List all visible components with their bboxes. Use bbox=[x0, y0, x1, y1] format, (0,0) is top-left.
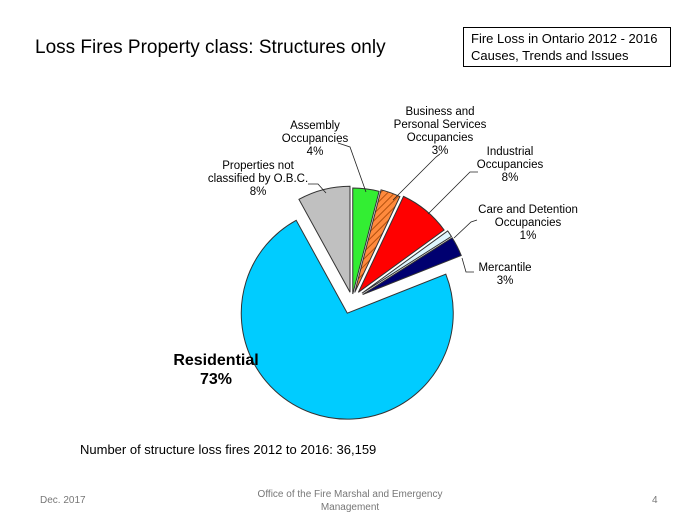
label-care: Care and Detention Occupancies 1% bbox=[478, 204, 578, 243]
footer-page-number: 4 bbox=[652, 495, 658, 506]
label-line: Assembly bbox=[290, 120, 340, 132]
label-line: classified by O.B.C. bbox=[207, 173, 309, 185]
footer-org-line1: Office of the Fire Marshal and Emergency bbox=[257, 489, 443, 500]
label-business: Business and Personal Services Occupanci… bbox=[394, 106, 487, 158]
header-box-line1: Fire Loss in Ontario 2012 - 2016 bbox=[471, 31, 658, 46]
leader-line-care bbox=[453, 219, 478, 239]
label-line: Business and bbox=[405, 106, 475, 118]
leader-line-properties-not-classified bbox=[308, 183, 327, 194]
pie-slice-assembly-occupancies bbox=[352, 187, 380, 295]
label-percent: 8% bbox=[501, 172, 519, 184]
slide-title: Loss Fires Property class: Structures on… bbox=[35, 37, 386, 58]
label-percent: 4% bbox=[306, 146, 324, 158]
leader-line-assembly bbox=[337, 142, 367, 193]
label-percent: 8% bbox=[249, 186, 267, 198]
label-line: Personal Services bbox=[393, 119, 487, 131]
leader-line-business bbox=[392, 153, 441, 201]
label-line: Occupancies bbox=[476, 159, 544, 171]
label-mercantile: Mercantile 3% bbox=[478, 262, 531, 288]
pie-slice-industrial-occupancies bbox=[357, 195, 445, 293]
label-properties-not-classified: Properties not classified by O.B.C. 8% bbox=[208, 160, 308, 199]
label-line: Industrial bbox=[486, 146, 534, 158]
pie-slice-care-and-detention-occupancies bbox=[361, 230, 453, 294]
label-industrial: Industrial Occupancies 8% bbox=[477, 146, 543, 185]
footer-date: Dec. 2017 bbox=[40, 495, 86, 506]
label-line: Care and Detention bbox=[478, 204, 578, 216]
header-box: Fire Loss in Ontario 2012 - 2016 Causes,… bbox=[463, 27, 671, 67]
label-percent: 1% bbox=[519, 230, 537, 242]
label-assembly: Assembly Occupancies 4% bbox=[282, 120, 348, 159]
total-fires-note: Number of structure loss fires 2012 to 2… bbox=[80, 442, 377, 457]
pie-slice-properties-not-classified-by-o-b-c bbox=[298, 185, 351, 293]
header-box-line2: Causes, Trends and Issues bbox=[471, 48, 629, 63]
pie-slice-mercantile bbox=[362, 237, 462, 296]
footer-organization: Office of the Fire Marshal and Emergency… bbox=[220, 488, 480, 514]
label-percent: 73% bbox=[199, 371, 233, 388]
pie-slice-business-and-personal-services-occupancies bbox=[354, 189, 401, 293]
label-line: Residential bbox=[173, 352, 259, 369]
label-residential: Residential 73% bbox=[173, 351, 258, 389]
label-line: Occupancies bbox=[406, 132, 474, 144]
label-line: Mercantile bbox=[478, 262, 532, 274]
footer-org-line2: Management bbox=[320, 502, 380, 513]
label-line: Occupancies bbox=[494, 217, 562, 229]
label-percent: 3% bbox=[496, 275, 514, 287]
label-line: Occupancies bbox=[281, 133, 349, 145]
leader-line-industrial bbox=[427, 171, 478, 215]
label-line: Properties not bbox=[222, 160, 294, 172]
label-percent: 3% bbox=[431, 145, 449, 157]
leader-line-mercantile bbox=[461, 257, 474, 273]
pie-slice-residential bbox=[240, 219, 454, 420]
